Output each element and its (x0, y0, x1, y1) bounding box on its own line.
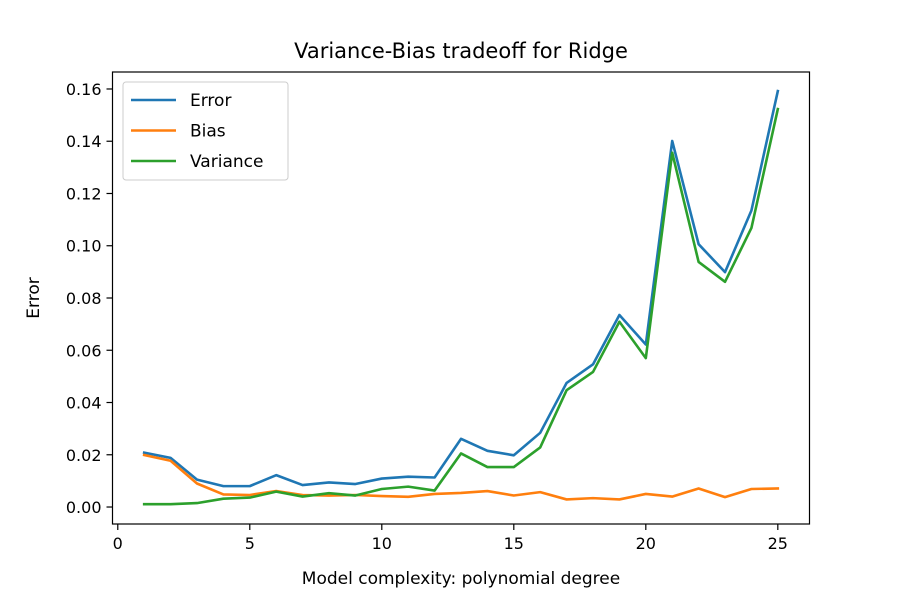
x-tick-label: 25 (768, 534, 788, 553)
series-line-error (142, 89, 780, 488)
x-tick-label: 15 (504, 534, 524, 553)
y-tick-label: 0.12 (66, 184, 102, 203)
x-tick-label: 20 (636, 534, 656, 553)
legend-label-error: Error (190, 91, 231, 111)
y-tick-label: 0.00 (66, 498, 102, 517)
x-axis: 0 5 10 15 20 25 (113, 524, 788, 553)
series-line-variance (142, 107, 780, 506)
x-tick-label: 10 (372, 534, 392, 553)
chart-title: Variance-Bias tradeoff for Ridge (294, 39, 628, 63)
y-tick-label: 0.14 (66, 132, 102, 151)
y-axis: 0.00 0.02 0.04 0.06 0.08 0.10 0.12 0.14 0.16 (66, 80, 113, 517)
x-tick-label: 5 (245, 534, 255, 553)
y-tick-label: 0.06 (66, 341, 102, 360)
x-tick-label: 0 (113, 534, 123, 553)
y-tick-label: 0.16 (66, 80, 102, 99)
legend-frame (122, 81, 289, 181)
legend: Error Bias Variance (122, 81, 289, 181)
y-axis-label: Error (24, 277, 44, 318)
y-tick-label: 0.10 (66, 237, 102, 256)
y-tick-label: 0.02 (66, 446, 102, 465)
y-tick-label: 0.08 (66, 289, 102, 308)
x-axis-label: Model complexity: polynomial degree (302, 569, 620, 589)
series-line-bias (142, 453, 780, 501)
legend-label-variance: Variance (190, 152, 263, 172)
y-tick-label: 0.04 (66, 394, 102, 413)
legend-label-bias: Bias (190, 122, 226, 142)
series-layer (142, 89, 780, 506)
